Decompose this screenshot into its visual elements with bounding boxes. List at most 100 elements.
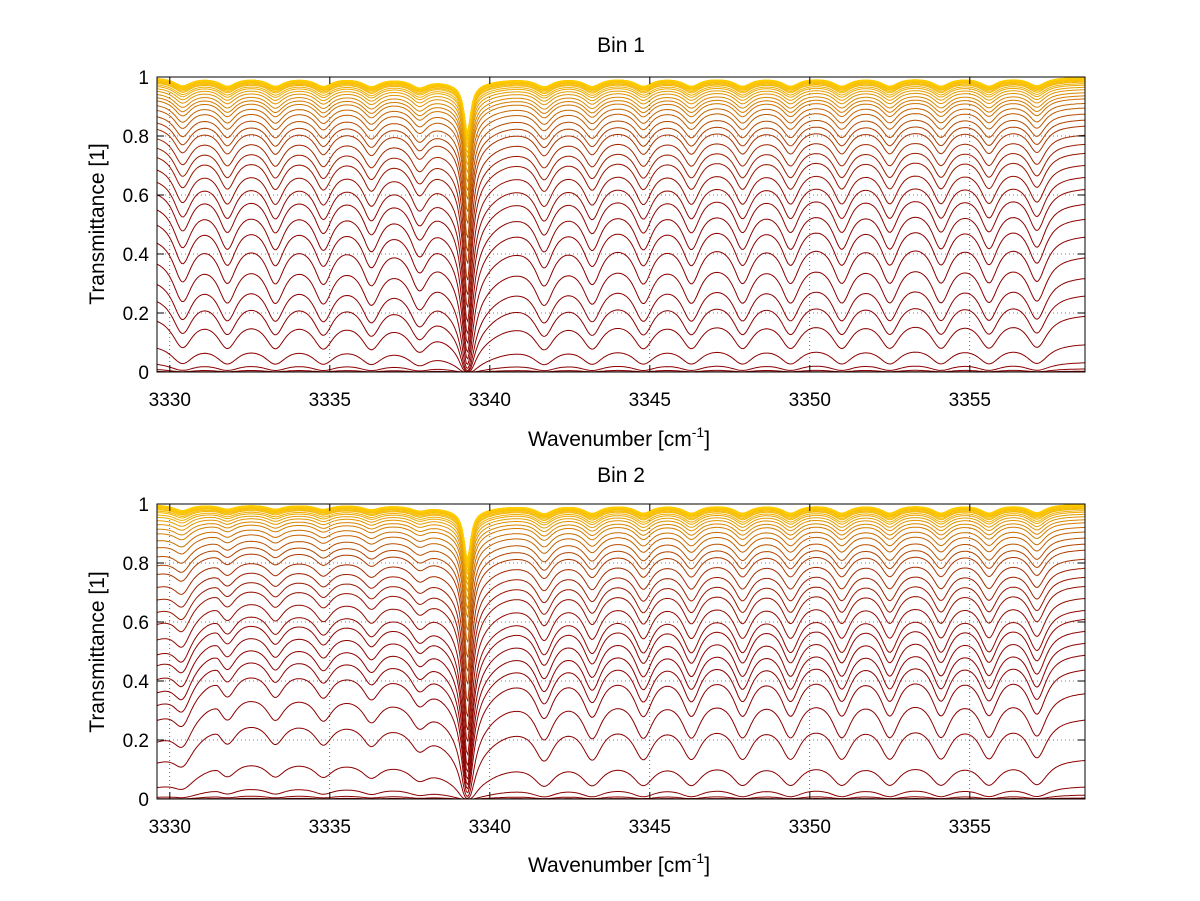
x-tick-label: 3345 — [629, 390, 671, 411]
x-tick-label: 3330 — [149, 817, 191, 838]
y-axis-label: Transmittance [1] — [86, 143, 109, 304]
series-line — [157, 794, 1085, 800]
series-line — [156, 760, 1086, 800]
series-line — [156, 510, 1085, 582]
series-line — [156, 278, 1086, 372]
series-line — [156, 719, 1086, 799]
series-line — [156, 315, 1086, 373]
series-line — [156, 506, 1086, 568]
series-line — [156, 107, 1086, 224]
series-line — [156, 526, 1086, 631]
series-line — [156, 113, 1086, 239]
series-line — [156, 585, 1086, 742]
y-tick-label: 0.2 — [123, 304, 149, 325]
series-line — [156, 92, 1086, 184]
series-line — [156, 98, 1086, 200]
series-line — [157, 513, 1086, 594]
x-axis-label: Wavenumber [cm-1] — [528, 424, 710, 451]
x-tick-label: 3330 — [149, 390, 191, 411]
x-tick-label: 3340 — [469, 390, 511, 411]
x-tick-label: 3350 — [789, 390, 831, 411]
y-tick-label: 0 — [138, 790, 149, 811]
series-line — [156, 558, 1086, 702]
chart-panel-bin-1: Bin 1 3330 3335 3340 3345 3350 3355 0 0.2 0.4 0.6… — [86, 34, 1086, 451]
y-axis-label: Transmittance [1] — [86, 571, 109, 732]
series-line — [156, 537, 1086, 658]
y-tick-label: 0.8 — [123, 554, 149, 575]
series-line — [156, 84, 1085, 160]
y-tick-label: 1 — [138, 68, 149, 89]
y-tick-label: 0.6 — [123, 186, 149, 207]
x-tick-label: 3345 — [629, 817, 671, 838]
series-line — [156, 549, 1086, 685]
y-tick-label: 0.6 — [123, 613, 149, 634]
series-line — [156, 610, 1086, 767]
series-line — [156, 531, 1085, 643]
series-line — [156, 86, 1086, 167]
series-line — [156, 295, 1086, 372]
series-line — [156, 344, 1086, 373]
series-line — [156, 511, 1085, 587]
series-line — [156, 81, 1085, 150]
series-line — [156, 236, 1086, 366]
y-tick-label: 0 — [138, 363, 149, 384]
series-line — [156, 368, 1085, 373]
x-tick-label: 3355 — [949, 390, 991, 411]
series-line — [156, 189, 1086, 345]
series-line — [156, 204, 1086, 354]
series-line — [156, 134, 1086, 281]
chart-title: Bin 2 — [597, 464, 645, 487]
series-line — [156, 508, 1085, 576]
x-tick-label: 3340 — [469, 817, 511, 838]
series-line — [156, 693, 1086, 797]
series-line — [156, 177, 1086, 336]
axis-ticks: 3330 3335 3340 3345 3350 3355 0 0.2 0.4 0.6 0.8 1 — [123, 68, 1085, 411]
y-tick-label: 1 — [138, 495, 149, 516]
series-line — [156, 152, 1086, 308]
axes-box — [156, 503, 1086, 800]
series-line — [156, 543, 1086, 672]
series-line — [156, 165, 1086, 324]
series-line — [156, 143, 1086, 295]
series-curves — [156, 77, 1086, 373]
series-line — [157, 522, 1086, 618]
x-tick-label: 3355 — [949, 817, 991, 838]
series-line — [156, 89, 1085, 175]
series-line — [156, 119, 1086, 252]
series-line — [156, 506, 1086, 570]
series-line — [156, 519, 1086, 611]
series-line — [156, 669, 1086, 794]
series-line — [156, 507, 1086, 573]
y-tick-label: 0.8 — [123, 127, 149, 148]
axes-box — [156, 76, 1086, 373]
x-tick-label: 3335 — [309, 390, 351, 411]
series-line — [156, 83, 1085, 155]
series-line — [156, 504, 1085, 560]
series-line — [156, 95, 1085, 191]
series-line — [156, 125, 1086, 264]
series-line — [156, 79, 1086, 143]
series-line — [156, 654, 1086, 790]
series-line — [156, 257, 1086, 369]
series-line — [156, 642, 1086, 786]
series-line — [156, 218, 1086, 360]
x-tick-label: 3350 — [789, 817, 831, 838]
y-tick-label: 0.4 — [123, 672, 150, 693]
series-line — [156, 516, 1085, 601]
y-tick-label: 0.2 — [123, 731, 149, 752]
chart-panel-bin-2: Bin 2 3330 3335 3340 3345 3350 3355 0 0.2 0.4 0.6… — [86, 464, 1086, 877]
series-line — [156, 786, 1086, 800]
x-tick-label: 3335 — [309, 817, 351, 838]
y-tick-label: 0.4 — [123, 245, 150, 266]
series-line — [156, 103, 1085, 212]
series-line — [156, 362, 1086, 373]
series-line — [156, 77, 1085, 133]
series-line — [156, 80, 1086, 146]
series-line — [156, 79, 1086, 141]
series-line — [156, 631, 1086, 781]
series-line — [156, 576, 1086, 731]
series-line — [156, 619, 1086, 774]
series-line — [156, 567, 1086, 717]
chart-title: Bin 1 — [597, 34, 645, 57]
axis-ticks: 3330 3335 3340 3345 3350 3355 0 0.2 0.4 0.6 0.8 1 — [123, 495, 1085, 838]
